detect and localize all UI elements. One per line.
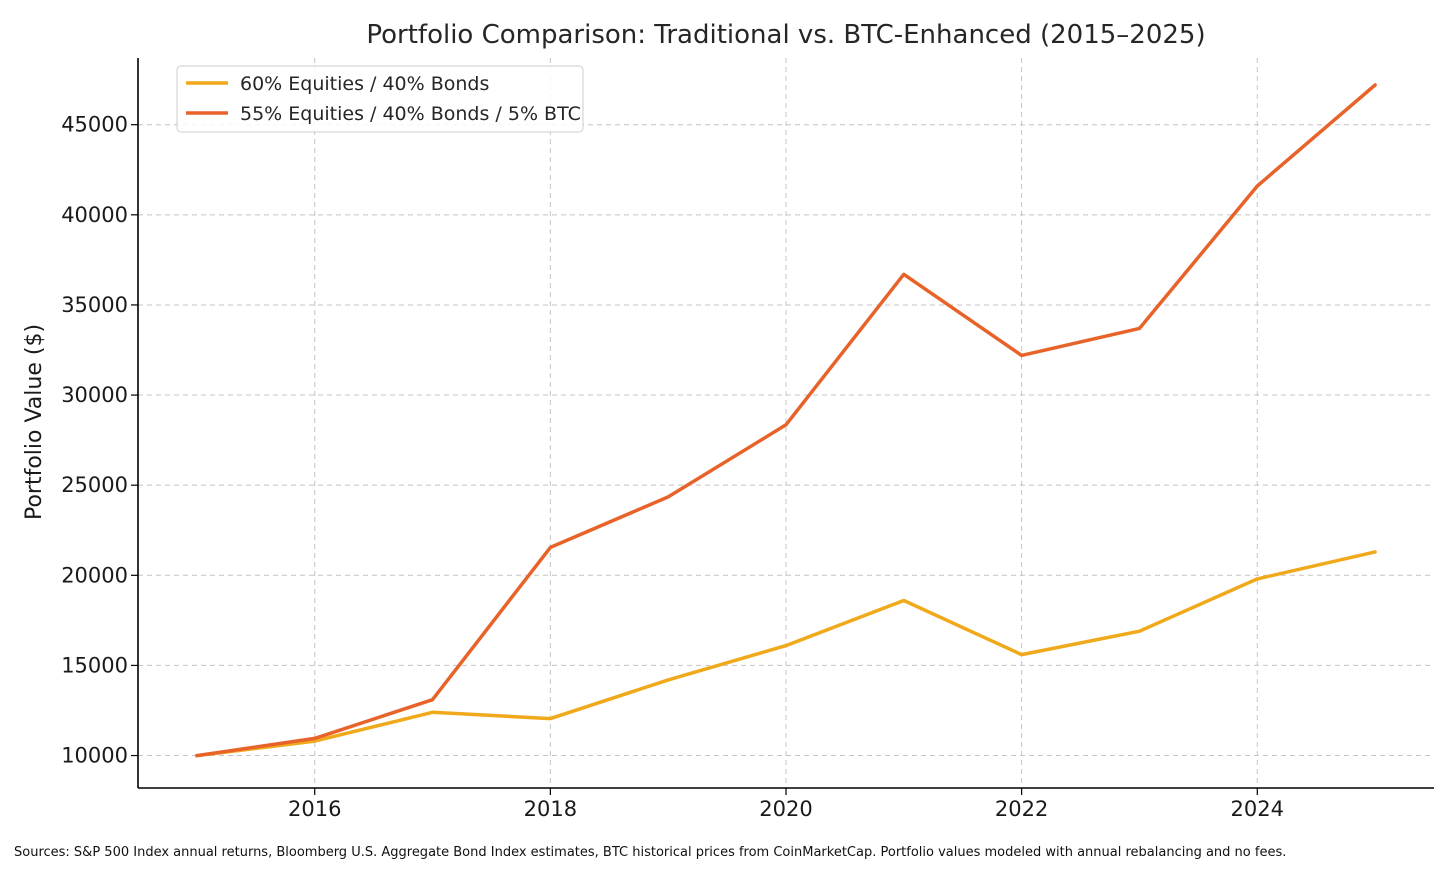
y-tick-label-35000: 35000 (61, 293, 128, 317)
legend-label-series-2: 55% Equities / 40% Bonds / 5% BTC (240, 103, 581, 125)
y-tick-label-40000: 40000 (61, 203, 128, 227)
sources-footnote: Sources: S&P 500 Index annual returns, B… (14, 845, 1287, 860)
series-lines (195, 83, 1377, 758)
x-tick-label-2022: 2022 (995, 797, 1048, 821)
series-line-1 (195, 550, 1377, 758)
y-tick-label-25000: 25000 (61, 473, 128, 497)
series-line-2 (195, 83, 1377, 758)
y-tick-label-20000: 20000 (61, 563, 128, 587)
legend-box (176, 65, 584, 133)
x-tick-label-2016: 2016 (288, 797, 341, 821)
axes (131, 58, 1434, 795)
y-tick-label-10000: 10000 (61, 744, 128, 768)
x-tick-label-2024: 2024 (1231, 797, 1284, 821)
tick-labels: 2016 2018 2020 2022 2024 10000 15000 20000 25000… (61, 113, 1284, 821)
x-tick-label-2020: 2020 (759, 797, 812, 821)
grid-lines (138, 58, 1434, 788)
y-tick-label-45000: 45000 (61, 113, 128, 137)
y-tick-label-30000: 30000 (61, 383, 128, 407)
legend-label-series-1: 60% Equities / 40% Bonds (240, 73, 489, 95)
chart-title: Portfolio Comparison: Traditional vs. BT… (366, 20, 1205, 50)
x-tick-label-2018: 2018 (524, 797, 577, 821)
legend: 60% Equities / 40% Bonds 55% Equities / … (176, 65, 584, 133)
y-tick-label-15000: 15000 (61, 653, 128, 677)
y-axis-label: Portfolio Value ($) (22, 324, 47, 520)
